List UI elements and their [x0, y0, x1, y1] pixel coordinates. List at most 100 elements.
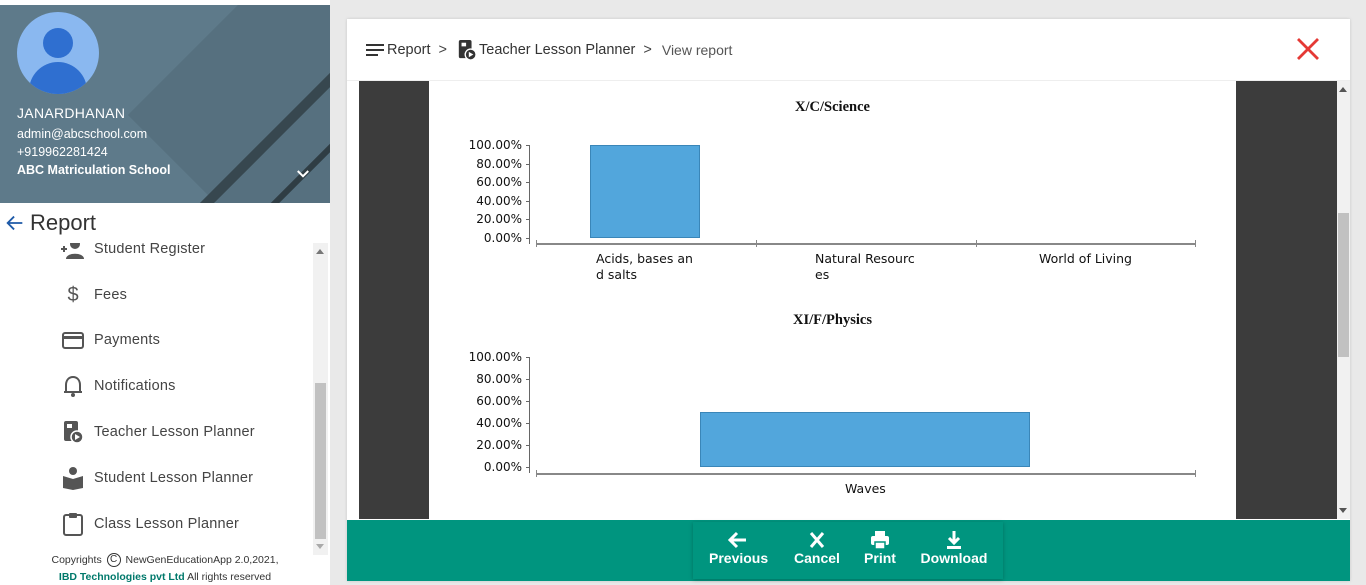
- sidebar-menu: Student Register $ Fees Payments Notific…: [0, 243, 312, 555]
- menu-icon[interactable]: [365, 42, 385, 58]
- x-tick-label-line: World of Living: [1039, 251, 1132, 266]
- cancel-label: Cancel: [794, 550, 840, 566]
- print-button[interactable]: Print: [861, 530, 899, 566]
- profile-card: JANARDHANAN admin@abcschool.com +9199622…: [0, 5, 330, 203]
- report-viewer[interactable]: X/C/Science 100.00% 80.00% 60.00% 40.00% 20.0…: [359, 81, 1337, 519]
- y-tick-label: 0.00%: [483, 231, 522, 245]
- person-add-icon: [60, 243, 86, 262]
- y-tick-mark: [526, 182, 530, 184]
- panel-header: Report > Teacher Lesson Planner > View r…: [347, 19, 1350, 81]
- clipboard-icon: [60, 511, 86, 537]
- x-tick-label: Waves: [845, 481, 886, 497]
- x-tick-label: World of Living: [1039, 251, 1132, 267]
- x-tick-label: Natural Resourc es: [815, 251, 915, 283]
- sidebar-title: Report: [30, 210, 97, 235]
- x-tick-label-line: d salts: [596, 267, 637, 282]
- printer-icon: [871, 531, 889, 550]
- sidebar-item-class-lesson-planner[interactable]: Class Lesson Planner: [60, 509, 239, 539]
- breadcrumb-separator: >: [643, 42, 652, 58]
- x-tick-label-line: Acids, bases an: [596, 251, 693, 266]
- previous-label: Previous: [709, 550, 769, 566]
- chart-title: XI/F/Physics: [793, 312, 872, 328]
- sidebar-item-payments[interactable]: Payments: [60, 325, 160, 355]
- x-axis-tick: [1195, 240, 1196, 247]
- sidebar-item-teacher-lesson-planner[interactable]: Teacher Lesson Planner: [60, 417, 255, 447]
- profile-name: JANARDHANAN: [17, 105, 126, 121]
- sidebar-item-student-lesson-planner[interactable]: Student Lesson Planner: [60, 463, 253, 493]
- x-axis-tick: [536, 240, 537, 247]
- action-bar: Previous Cancel Print Download: [347, 520, 1350, 581]
- avatar[interactable]: [17, 12, 99, 94]
- chart-bar: [700, 412, 1030, 467]
- y-tick-mark: [526, 379, 530, 380]
- download-icon: [947, 531, 961, 549]
- sidebar-item-notifications[interactable]: Notifications: [60, 371, 176, 401]
- breadcrumb: Report > Teacher Lesson Planner > View r…: [365, 39, 732, 61]
- y-tick-label: 100.00%: [468, 350, 522, 364]
- chart-title: X/C/Science: [795, 99, 870, 115]
- breadcrumb-teacher-lesson-planner[interactable]: Teacher Lesson Planner: [479, 42, 636, 58]
- bell-icon: [60, 373, 86, 399]
- sidebar: JANARDHANAN admin@abcschool.com +9199622…: [0, 0, 330, 585]
- x-tick-label-line: es: [815, 267, 830, 282]
- y-tick-label: 40.00%: [476, 416, 522, 430]
- profile-email: admin@abcschool.com: [17, 127, 148, 141]
- credit-card-icon: [60, 327, 86, 353]
- y-tick-mark: [526, 467, 530, 468]
- sidebar-item-label: Student Lesson Planner: [94, 470, 254, 486]
- y-axis: [529, 357, 530, 473]
- download-button[interactable]: Download: [919, 530, 989, 566]
- student-reading-icon: [60, 465, 86, 491]
- y-tick-mark: [526, 423, 530, 424]
- sidebar-scrollbar[interactable]: [313, 243, 328, 555]
- sidebar-item-label: Fees: [94, 287, 128, 303]
- chevron-down-icon[interactable]: [294, 165, 312, 183]
- chart-bar: [590, 145, 700, 238]
- sidebar-item-label: Payments: [94, 332, 161, 348]
- copyright-icon: C: [106, 553, 121, 568]
- company-name: IBD Technologies pvt Ltd: [58, 571, 185, 583]
- y-tick-label: 80.00%: [476, 372, 522, 386]
- download-label: Download: [920, 550, 988, 566]
- profile-school: ABC Matriculation School: [17, 163, 171, 177]
- sidebar-item-label: Teacher Lesson Planner: [94, 424, 255, 440]
- x-axis-tick: [976, 240, 977, 247]
- rights-text: All rights reserved: [187, 571, 272, 583]
- y-tick-label: 40.00%: [476, 193, 522, 208]
- sidebar-item-label: Notifications: [94, 378, 176, 394]
- x-axis: [536, 473, 1195, 475]
- breadcrumb-current: View report: [661, 42, 733, 58]
- cancel-button[interactable]: Cancel: [791, 530, 843, 566]
- copyright-footer: Copyrights C NewGenEducationApp 2.0,2021…: [0, 552, 330, 585]
- teacher-planner-icon: [458, 40, 477, 61]
- x-tick-label-line: Natural Resourc: [815, 251, 915, 266]
- x-axis-tick: [756, 240, 757, 247]
- y-tick-mark: [526, 401, 530, 402]
- y-tick-mark: [526, 145, 530, 146]
- close-icon[interactable]: [1296, 37, 1320, 61]
- copyright-app: NewGenEducationApp 2.0,2021,: [125, 554, 279, 566]
- y-tick-label: 60.00%: [476, 175, 522, 190]
- y-tick-label: 80.00%: [476, 156, 522, 171]
- y-tick-mark: [526, 163, 530, 165]
- action-button-group: Previous Cancel Print Download: [693, 522, 1003, 579]
- report-panel: Report > Teacher Lesson Planner > View r…: [347, 19, 1350, 581]
- sidebar-item-fees[interactable]: $ Fees: [60, 280, 127, 310]
- sidebar-item-student-register[interactable]: Student Register: [60, 243, 205, 264]
- viewer-scrollbar[interactable]: [1337, 81, 1350, 519]
- y-tick-label: 100.00%: [468, 138, 522, 152]
- y-tick-mark: [526, 200, 530, 202]
- y-tick-label: 60.00%: [476, 394, 522, 408]
- sidebar-item-label: Class Lesson Planner: [94, 516, 240, 532]
- y-tick-mark: [526, 238, 530, 239]
- profile-phone: +919962281424: [17, 145, 108, 159]
- y-tick-mark: [526, 219, 530, 221]
- previous-button[interactable]: Previous: [709, 530, 769, 566]
- back-arrow-icon[interactable]: [4, 212, 26, 234]
- x-tick-label-line: Waves: [845, 481, 886, 496]
- breadcrumb-report[interactable]: Report: [387, 42, 431, 58]
- x-axis-tick: [536, 470, 537, 477]
- y-tick-label: 0.00%: [483, 460, 522, 474]
- report-page: X/C/Science 100.00% 80.00% 60.00% 40.00% 20.0…: [429, 81, 1236, 519]
- y-tick-label: 20.00%: [476, 212, 522, 227]
